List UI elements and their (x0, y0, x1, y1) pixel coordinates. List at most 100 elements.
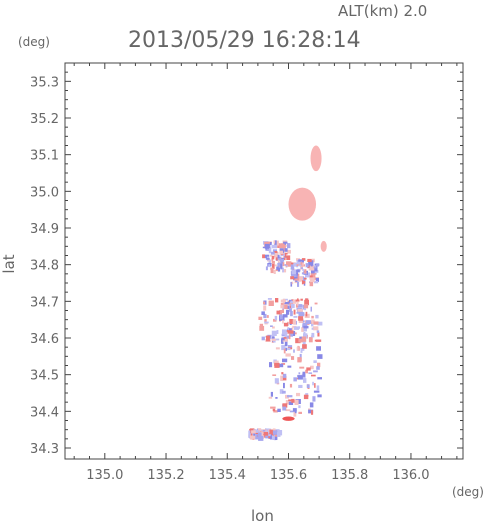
speckle (258, 435, 264, 441)
speckle (248, 430, 251, 436)
speckle (271, 260, 275, 264)
speckle (291, 330, 294, 334)
speckle (289, 319, 294, 324)
speckle (274, 378, 279, 384)
speckle (276, 256, 282, 261)
speckle (281, 372, 284, 375)
speckle (298, 264, 302, 267)
speckle (290, 300, 294, 303)
speckle (296, 258, 300, 261)
speckle (317, 332, 320, 337)
y-tick-label: 34.6 (30, 332, 59, 347)
speckle (251, 430, 256, 434)
speckle (291, 274, 297, 277)
speckle (303, 333, 308, 339)
speckle (295, 304, 299, 308)
speckle (273, 240, 276, 244)
speckle (269, 429, 275, 434)
speckle (293, 349, 295, 353)
speckle (272, 374, 277, 376)
speckle (315, 277, 319, 282)
speckle (298, 304, 303, 308)
speckle (311, 374, 316, 377)
speckle (261, 336, 265, 341)
speckle (298, 372, 301, 375)
speckle (278, 363, 284, 368)
speckle (300, 298, 303, 301)
speckle (271, 255, 275, 260)
speckle (259, 325, 265, 331)
speckle (290, 311, 293, 317)
speckle (282, 403, 288, 408)
speckle (276, 330, 279, 334)
speckle (303, 326, 307, 332)
speckle (274, 315, 278, 321)
y-axis-title: lat (0, 254, 18, 273)
speckle (303, 304, 309, 309)
speckle (263, 305, 267, 311)
y-tick-label: 34.8 (30, 259, 59, 274)
speckle (276, 310, 281, 315)
speckle (284, 347, 287, 351)
speckle (270, 242, 272, 245)
speckle (310, 264, 313, 267)
speckle (290, 267, 295, 270)
speckle (298, 411, 302, 414)
speckle (274, 362, 280, 368)
speckle (287, 306, 290, 309)
datetime-title: 2013/05/29 16:28:14 (128, 28, 361, 53)
x-axis-title: lon (251, 507, 274, 521)
y-tick-label: 35.2 (30, 112, 59, 127)
speckle (300, 348, 305, 351)
speckle (310, 270, 315, 274)
y-tick-label: 35.1 (30, 149, 59, 164)
speckle (268, 264, 271, 268)
speckle (272, 408, 276, 412)
speckle (317, 354, 323, 359)
speckle (302, 277, 307, 280)
speckle (261, 311, 265, 315)
speckle (263, 432, 268, 436)
speckle (313, 270, 319, 273)
speckle (290, 304, 295, 309)
speckle (313, 281, 319, 284)
speckle (283, 241, 288, 244)
speckle (271, 338, 276, 341)
speckle (297, 281, 300, 287)
speckle (272, 326, 275, 329)
speckle (270, 391, 273, 397)
speckle (308, 409, 314, 414)
y-tick-label: 34.9 (30, 222, 59, 237)
speckle (268, 434, 272, 439)
speckle (317, 377, 322, 380)
speckle (282, 298, 285, 304)
speckle (268, 396, 273, 399)
speckle (277, 267, 281, 272)
speckle (291, 276, 294, 278)
speckle (292, 299, 297, 304)
speckle (294, 399, 299, 405)
speckle (269, 254, 273, 257)
speckle (293, 330, 296, 336)
speckle (282, 267, 284, 273)
speckle (265, 254, 270, 259)
speckle (275, 338, 280, 341)
speckle (317, 394, 322, 398)
speckle (277, 254, 280, 259)
speckle (269, 362, 273, 368)
speckle (303, 325, 309, 329)
speckle (317, 321, 323, 326)
speckle (284, 341, 288, 346)
speckle (289, 410, 296, 413)
speckle (298, 384, 303, 388)
speckle (316, 339, 322, 342)
speckle (283, 245, 286, 250)
speckle (268, 259, 271, 265)
speckle (315, 314, 319, 319)
speckle (285, 409, 291, 412)
speckle (301, 260, 304, 263)
speckle (286, 249, 291, 254)
speckle (282, 262, 285, 267)
speckle (291, 356, 295, 360)
speckle (263, 313, 267, 319)
